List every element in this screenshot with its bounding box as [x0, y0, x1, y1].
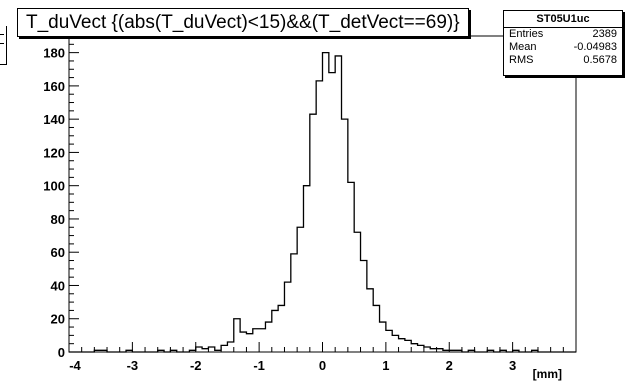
x-tick-label: 2	[446, 358, 453, 373]
x-tick-label: -4	[69, 358, 81, 373]
histogram-bin	[196, 347, 202, 352]
x-tick-label: 1	[382, 358, 389, 373]
histogram-bin	[227, 342, 233, 352]
histogram-bin	[316, 81, 322, 352]
y-tick-label: 60	[51, 245, 65, 260]
histogram-bin	[399, 339, 405, 352]
histogram-bin	[323, 53, 329, 352]
histogram-bin	[291, 254, 297, 352]
y-tick-label: 140	[43, 112, 65, 127]
histogram-bin	[361, 261, 367, 352]
plot-title: T_duVect {(abs(T_duVect)<15)&&(T_detVect…	[17, 8, 469, 37]
stats-label: Mean	[509, 41, 537, 53]
histogram-bin	[418, 345, 424, 352]
histogram-bin	[259, 329, 265, 352]
x-tick-label: -3	[127, 358, 139, 373]
histogram-bin	[278, 305, 284, 352]
histogram-bin	[221, 345, 227, 352]
y-tick-label: 20	[51, 312, 65, 327]
histogram-bin	[297, 227, 303, 352]
stats-histogram-name: ST05U1uc	[504, 11, 622, 28]
stats-label: Entries	[509, 28, 544, 40]
histogram-bin	[335, 56, 341, 352]
y-tick-label: 40	[51, 278, 65, 293]
histogram-bin	[329, 73, 335, 352]
histogram-bin	[208, 347, 214, 352]
histogram-bin	[342, 119, 348, 352]
y-tick-label: 80	[51, 212, 65, 227]
y-tick-label: 180	[43, 46, 65, 61]
histogram-bin	[303, 186, 309, 352]
histogram-bin	[380, 322, 386, 352]
histogram-bin	[246, 334, 252, 352]
stats-value: 0.5678	[583, 54, 617, 66]
histogram-bin	[348, 182, 354, 352]
y-tick-label: 0	[58, 345, 65, 360]
y-tick-label: 100	[43, 179, 65, 194]
x-tick-label: 0	[319, 358, 326, 373]
histogram-bin	[272, 310, 278, 352]
histogram-bin	[310, 114, 316, 352]
stats-label: RMS	[509, 54, 534, 66]
stats-row-mean: Mean -0.04983	[504, 41, 622, 54]
x-axis-unit: [mm]	[533, 367, 562, 381]
histogram-bin	[234, 319, 240, 352]
histogram-bin	[386, 330, 392, 352]
adjacent-pad-edge	[0, 26, 7, 65]
histogram-bin	[373, 305, 379, 352]
histogram-bin	[284, 282, 290, 352]
stats-row-entries: Entries 2389	[504, 28, 622, 41]
histogram-bin	[240, 332, 246, 352]
stats-value: 2389	[592, 28, 617, 40]
x-tick-label: -1	[253, 358, 265, 373]
histogram-bin	[392, 335, 398, 352]
y-tick-label: 160	[43, 79, 65, 94]
histogram-bin	[253, 329, 259, 352]
histogram-bin	[411, 344, 417, 352]
x-tick-label: 3	[509, 358, 516, 373]
stats-value: -0.04983	[573, 41, 617, 53]
y-tick-label: 120	[43, 145, 65, 160]
histogram-bin	[424, 347, 430, 352]
stats-row-rms: RMS 0.5678	[504, 54, 622, 67]
histogram-bin	[367, 289, 373, 352]
plot-frame	[68, 35, 577, 353]
histogram-bin	[265, 322, 271, 352]
histogram-bin	[405, 340, 411, 352]
histogram-outline	[69, 51, 576, 353]
stats-box: ST05U1uc Entries 2389 Mean -0.04983 RMS …	[503, 10, 623, 76]
histogram-bin	[354, 232, 360, 352]
x-tick-label: -2	[190, 358, 202, 373]
